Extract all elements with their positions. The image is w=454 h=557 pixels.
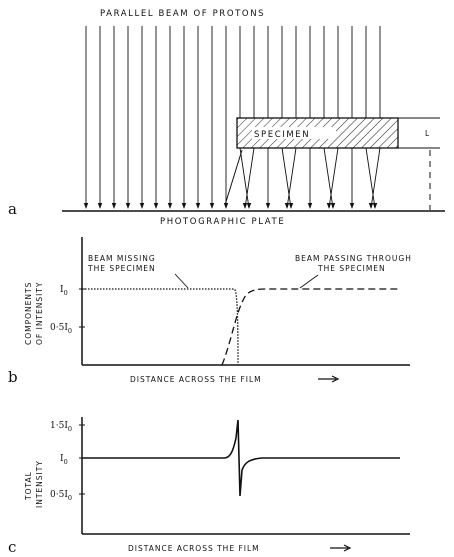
specimen-label-bg (252, 127, 336, 139)
deflected-beam-line (281, 147, 292, 209)
beam-arrowhead (125, 203, 131, 209)
panel-b-tick-i0-label: I0 (60, 285, 68, 297)
panel-c-tick-half-label: 0·5I0 (50, 490, 72, 502)
deflected-beam-line (286, 147, 297, 209)
beam-arrowhead (330, 203, 336, 209)
passing-label-1: BEAM PASSING THROUGH (295, 254, 412, 263)
passing-label-2: THE SPECIMEN (317, 264, 386, 273)
beam-arrowhead (83, 203, 89, 209)
beam-arrowhead (372, 203, 378, 209)
deflected-beam-line (239, 147, 250, 209)
panel-c-ylabel-2: INTENSITY (35, 460, 44, 508)
deflected-beam-line (365, 147, 376, 209)
beam-arrowhead (288, 203, 294, 209)
beam-arrowhead (242, 203, 248, 209)
series-beam-passing (221, 288, 400, 366)
thickness-label: L (425, 129, 430, 138)
beam-arrowhead (307, 203, 313, 209)
missing-label-2: THE SPECIMEN (87, 264, 156, 273)
panel-b-ylabel-1: COMPONENTS (24, 282, 33, 345)
deflected-beam-line (244, 147, 255, 209)
beam-arrowhead (223, 203, 229, 209)
beam-arrowhead (139, 203, 145, 209)
beam-arrowhead (349, 203, 355, 209)
panel-b-label: b (8, 368, 18, 386)
passing-pointer (299, 274, 319, 289)
series-beam-missing (82, 288, 239, 366)
deflected-beam-line (370, 147, 381, 209)
missing-pointer (174, 273, 189, 289)
missing-label-1: BEAM MISSING (88, 254, 156, 263)
beam-label: PARALLEL BEAM OF PROTONS (100, 9, 265, 19)
panel-c-x-arrow (330, 544, 352, 552)
proton-beam-lines (83, 26, 381, 209)
beam-arrowhead (209, 203, 215, 209)
panel-c-label: c (8, 538, 16, 556)
specimen-label: SPECIMEN (254, 130, 310, 140)
beam-arrowhead (284, 203, 290, 209)
panel-c-ylabel-1: TOTAL (24, 471, 33, 501)
series-total-intensity (82, 419, 400, 497)
deflected-beam-line (323, 147, 334, 209)
beam-arrowhead (246, 203, 252, 209)
plate-pointer-line (224, 149, 243, 206)
beam-arrowhead (368, 203, 374, 209)
deflected-beam-line (328, 147, 339, 209)
beam-arrowhead (97, 203, 103, 209)
panel-a-label: a (8, 200, 17, 218)
beam-arrowhead (181, 203, 187, 209)
beam-arrowhead (195, 203, 201, 209)
beam-arrowhead (265, 203, 271, 209)
panel-c-tick-15-label: 1·5I0 (50, 421, 72, 433)
panel-c-tick-i0-label: I0 (60, 454, 68, 466)
panel-b-x-arrow (318, 375, 340, 383)
beam-arrowhead (167, 203, 173, 209)
panel-b-xlabel: DISTANCE ACROSS THE FILM (130, 375, 262, 384)
panel-b-tick-half-label: 0·5I0 (50, 323, 72, 335)
beam-arrowhead (153, 203, 159, 209)
plate-label: PHOTOGRAPHIC PLATE (160, 217, 285, 227)
panel-b-ylabel-2: OF INTENSITY (35, 282, 44, 346)
panel-c-xlabel: DISTANCE ACROSS THE FILM (128, 544, 260, 553)
beam-arrowhead (111, 203, 117, 209)
beam-arrowhead (326, 203, 332, 209)
